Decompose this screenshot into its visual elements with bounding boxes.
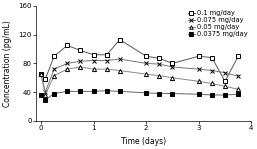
0.1 mg/day — [118, 39, 121, 41]
0.075 mg/day — [79, 60, 82, 62]
0.075 mg/day — [197, 68, 200, 70]
Line: 0.1 mg/day: 0.1 mg/day — [39, 38, 240, 83]
0.1 mg/day — [79, 50, 82, 51]
0.1 mg/day — [53, 55, 56, 57]
0.05 mg/day — [66, 68, 69, 70]
0.0375 mg/day — [118, 90, 121, 92]
0.075 mg/day — [44, 91, 47, 93]
0.05 mg/day — [44, 94, 47, 96]
X-axis label: Time (days): Time (days) — [121, 136, 166, 146]
0.075 mg/day — [53, 68, 56, 70]
0.075 mg/day — [92, 60, 95, 61]
0.05 mg/day — [158, 75, 161, 76]
0.075 mg/day — [224, 72, 227, 74]
0.1 mg/day — [44, 78, 47, 80]
0.05 mg/day — [92, 68, 95, 70]
0.075 mg/day — [105, 60, 108, 61]
Legend: 0.1 mg/day, 0.075 mg/day, 0.05 mg/day, 0.0375 mg/day: 0.1 mg/day, 0.075 mg/day, 0.05 mg/day, 0… — [187, 9, 248, 38]
0.1 mg/day — [171, 62, 174, 64]
0.075 mg/day — [158, 63, 161, 65]
0.0375 mg/day — [92, 90, 95, 92]
0.0375 mg/day — [197, 93, 200, 95]
0.05 mg/day — [53, 75, 56, 76]
0.1 mg/day — [197, 55, 200, 57]
0.05 mg/day — [171, 77, 174, 79]
0.1 mg/day — [210, 57, 213, 59]
0.1 mg/day — [66, 45, 69, 46]
0.1 mg/day — [105, 54, 108, 56]
0.1 mg/day — [158, 58, 161, 59]
0.0375 mg/day — [44, 99, 47, 101]
0.05 mg/day — [145, 73, 148, 75]
0.075 mg/day — [237, 75, 240, 77]
0.1 mg/day — [145, 55, 148, 57]
0.0375 mg/day — [105, 90, 108, 91]
0.0375 mg/day — [210, 94, 213, 96]
0.1 mg/day — [92, 54, 95, 56]
0.0375 mg/day — [53, 93, 56, 94]
0.05 mg/day — [237, 88, 240, 90]
0.075 mg/day — [66, 62, 69, 64]
0.0375 mg/day — [171, 93, 174, 94]
0.05 mg/day — [197, 80, 200, 82]
0.0375 mg/day — [158, 93, 161, 94]
Y-axis label: Concentration (pg/mL): Concentration (pg/mL) — [4, 20, 13, 107]
0.05 mg/day — [210, 83, 213, 84]
0.0375 mg/day — [79, 90, 82, 92]
0.1 mg/day — [39, 73, 42, 75]
0.0375 mg/day — [39, 94, 42, 96]
0.1 mg/day — [237, 55, 240, 57]
0.05 mg/day — [118, 70, 121, 72]
0.05 mg/day — [39, 73, 42, 75]
0.05 mg/day — [105, 68, 108, 70]
Line: 0.05 mg/day: 0.05 mg/day — [39, 65, 240, 97]
0.05 mg/day — [79, 66, 82, 68]
0.075 mg/day — [39, 73, 42, 75]
0.05 mg/day — [224, 86, 227, 87]
0.075 mg/day — [145, 62, 148, 64]
Line: 0.075 mg/day: 0.075 mg/day — [39, 57, 240, 94]
Line: 0.0375 mg/day: 0.0375 mg/day — [39, 89, 240, 102]
0.0375 mg/day — [145, 92, 148, 94]
0.0375 mg/day — [66, 90, 69, 92]
0.075 mg/day — [171, 66, 174, 68]
0.0375 mg/day — [237, 93, 240, 95]
0.075 mg/day — [210, 70, 213, 72]
0.075 mg/day — [118, 58, 121, 60]
0.1 mg/day — [224, 80, 227, 82]
0.0375 mg/day — [224, 94, 227, 96]
